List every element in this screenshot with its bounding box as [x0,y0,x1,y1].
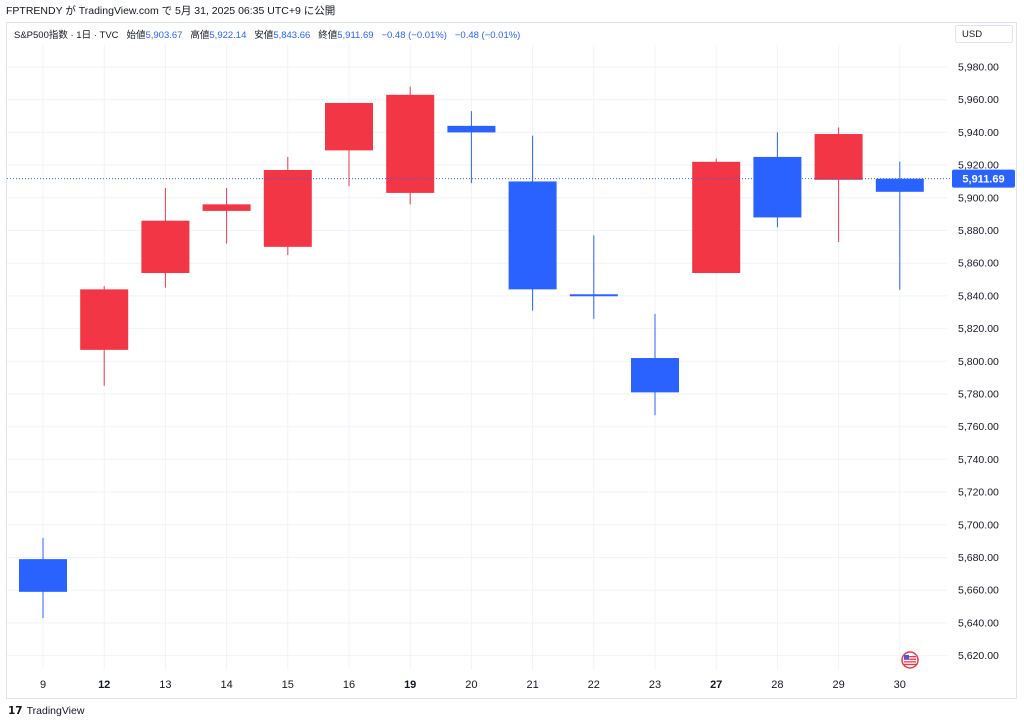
x-tick-label: 14 [220,679,232,691]
candle-body [19,559,67,592]
flag-canton [904,655,909,659]
candle-body [814,134,863,180]
candle [263,156,312,256]
x-tick-label: 27 [710,679,722,691]
y-tick-label: 5,920.00 [958,160,999,172]
candle [19,537,67,618]
x-tick-label: 28 [771,679,783,691]
candle [202,187,251,244]
us-flag-icon [901,651,919,669]
candle-body [202,204,251,211]
candle [875,161,924,290]
close-value: 5,911.69 [337,30,374,41]
y-tick-label: 5,940.00 [958,127,999,139]
y-tick-label: 5,860.00 [958,258,999,270]
candles [19,86,924,618]
y-tick-label: 5,780.00 [958,389,999,401]
y-tick-label: 5,800.00 [958,356,999,368]
low-value: 5,843.66 [273,30,311,41]
y-tick-label: 5,660.00 [958,585,999,597]
y-tick-label: 5,820.00 [958,323,999,335]
candle [508,135,557,311]
candle-body [80,289,129,350]
x-tick-label: 29 [832,679,844,691]
close-label: 終値 [318,30,338,41]
candle-body [263,170,312,247]
candle [386,86,435,205]
low-label: 安値 [254,30,274,41]
change-value-2: −0.48 (−0.01%) [454,30,521,41]
y-tick-label: 5,720.00 [958,487,999,499]
flag-stripe [904,658,916,660]
publish-header: FPTRENDY が TradingView.com で 5月 31, 2025… [6,5,336,17]
candle [692,158,741,274]
y-tick-label: 5,700.00 [958,519,999,531]
candlestick-chart[interactable]: 5,911.69 5,620.00 5,640.00 5,660.00 5,680.0… [0,0,1024,700]
flag-circle [901,651,919,669]
x-axis: 9 12 13 14 15 16 19 20 21 22 23 27 28 29 30 [40,679,906,691]
candle-body [141,220,190,274]
candle-body [875,178,924,192]
last-price-badge [952,169,1015,188]
x-tick-label: 22 [588,679,600,691]
y-tick-label: 5,620.00 [958,650,999,662]
y-tick-label: 5,840.00 [958,290,999,302]
y-axis: 5,620.00 5,640.00 5,660.00 5,680.00 5,700.00… [958,62,999,663]
y-tick-label: 5,760.00 [958,421,999,433]
candle-body [325,102,373,151]
last-price-label: 5,911.69 [962,174,1004,186]
x-tick-label: 30 [894,679,906,691]
candle-body [631,358,679,393]
candle-body [508,181,557,290]
x-tick-label: 9 [40,679,46,691]
candle [753,132,802,228]
flag-stripe [904,661,916,663]
tradingview-logo-icon: 17 [8,705,23,717]
x-tick-label: 23 [649,679,661,691]
y-tick-label: 5,680.00 [958,552,999,564]
y-tick-label: 5,980.00 [958,62,999,74]
y-tick-label: 5,640.00 [958,617,999,629]
footer-brand: TradingView [26,705,85,717]
high-label: 高値 [190,30,210,41]
candle [141,187,190,288]
high-value: 5,922.14 [209,30,247,41]
x-tick-label: 21 [526,679,538,691]
candle-body [569,294,618,297]
candle [325,102,373,187]
candle [569,235,618,319]
change-value: −0.48 (−0.01%) [381,30,447,41]
candle [447,111,496,184]
last-price-line: 5,911.69 [7,169,1015,188]
grid [7,45,947,670]
candle-body [753,156,802,218]
flag-stripe [904,663,916,666]
y-tick-label: 5,960.00 [958,94,999,106]
x-tick-label: 13 [159,679,171,691]
y-tick-label: 5,740.00 [958,454,999,466]
candle [814,127,863,242]
footer: 17 TradingView [8,705,84,717]
y-tick-label: 5,900.00 [958,192,999,204]
candle [631,313,679,416]
ohlc-legend: S&P500指数 · 1日 · TVC 始値5,903.67 高値5,922.1… [14,27,520,41]
chart-frame [6,22,1017,699]
candle-body [447,125,496,133]
candle-body [692,161,741,274]
open-label: 始値 [126,30,146,41]
candle-body [386,94,435,193]
x-tick-label: 16 [343,679,355,691]
currency-selector[interactable]: USD [955,25,1013,43]
candle [80,286,129,386]
y-tick-label: 5,880.00 [958,225,999,237]
flag-stripe [904,656,916,658]
x-tick-label: 15 [282,679,294,691]
x-tick-label: 20 [465,679,477,691]
x-tick-label: 19 [404,679,416,691]
open-value: 5,903.67 [145,30,183,41]
x-tick-label: 12 [98,679,110,691]
symbol-label: S&P500指数 · 1日 · TVC [14,30,119,41]
